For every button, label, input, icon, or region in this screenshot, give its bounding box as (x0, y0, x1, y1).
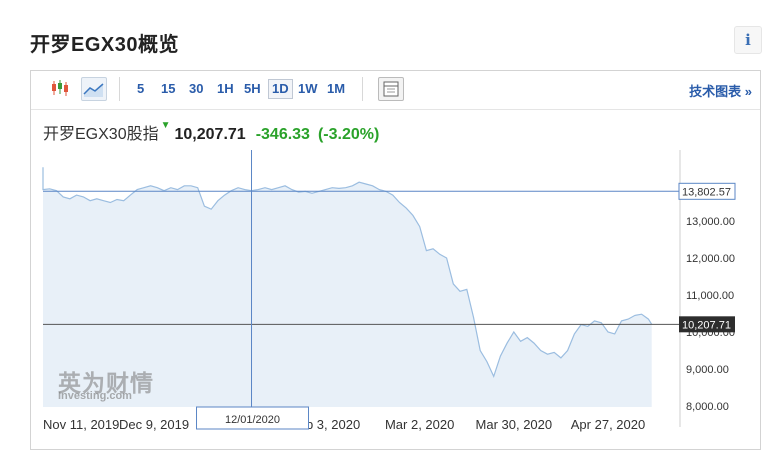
down-arrow-icon: ▼ (160, 120, 171, 131)
watermark-logo: 英为财情 (58, 370, 154, 396)
timeframe-15[interactable]: 15 (161, 81, 176, 96)
series-line (42, 167, 653, 379)
y-tick-label: 8,000.00 (686, 401, 729, 413)
advanced-chart-link[interactable]: 技术图表 » (689, 84, 752, 99)
toolbar-separator (119, 77, 120, 101)
x-tick-label: Mar 30, 2020 (476, 417, 553, 432)
last-price-label: 10,207.71 (682, 319, 731, 331)
price-change-percent: (-3.20%) (317, 126, 380, 143)
last-price-box (679, 316, 735, 333)
area-chart-icon[interactable] (81, 77, 107, 101)
x-tick-label: Apr 27, 2020 (571, 417, 645, 432)
timeframe-1m[interactable]: 1M (327, 81, 346, 96)
timeframe-1d[interactable]: 1D (268, 79, 293, 99)
x-tick-label: Mar 2, 2020 (385, 417, 454, 432)
watermark-logo-en: Investing.com (58, 390, 132, 402)
y-tick-label: 9,000.00 (686, 364, 729, 376)
crosshair-date-box (196, 406, 310, 430)
y-tick-label: 13,000.00 (686, 216, 735, 228)
chart-toolbar: 5 15 30 1H 5H 1D 1W 1M 技术图表 » (31, 71, 760, 110)
series-area-fill (43, 167, 652, 407)
price-chart[interactable]: 13,000.0012,000.0011,000.0010,000.009,00… (0, 0, 782, 438)
index-name: 开罗EGX30股指 (43, 126, 159, 143)
timeframe-5h[interactable]: 5H (244, 81, 261, 96)
y-tick-label: 12,000.00 (686, 253, 735, 265)
y-tick-label: 11,000.00 (686, 290, 734, 302)
candlestick-chart-icon[interactable] (48, 77, 74, 101)
price-change: -346.33 (255, 126, 310, 143)
chart-panel: 5 15 30 1H 5H 1D 1W 1M 技术图表 » (30, 70, 761, 450)
timeframe-30[interactable]: 30 (189, 81, 204, 96)
timeframe-1h[interactable]: 1H (217, 81, 234, 96)
last-price: 10,207.71 (174, 126, 246, 143)
quote-line: 开罗EGX30股指▼10,207.71 -346.33 (-3.20%) (43, 120, 387, 144)
info-icon[interactable]: i (734, 26, 762, 54)
x-tick-label: Nov 11, 2019 (43, 417, 119, 432)
timeframe-1w[interactable]: 1W (298, 81, 318, 96)
toolbar-separator (362, 77, 363, 101)
crosshair-date-label: 12/01/2020 (225, 414, 280, 426)
crosshair-value-box (678, 182, 736, 200)
timeframe-5[interactable]: 5 (137, 81, 145, 96)
x-tick-label: Dec 9, 2019 (119, 417, 189, 432)
table-view-icon[interactable] (378, 77, 404, 101)
page-title: 开罗EGX30概览 (30, 34, 179, 56)
crosshair-value-label: 13,802.57 (682, 186, 731, 198)
